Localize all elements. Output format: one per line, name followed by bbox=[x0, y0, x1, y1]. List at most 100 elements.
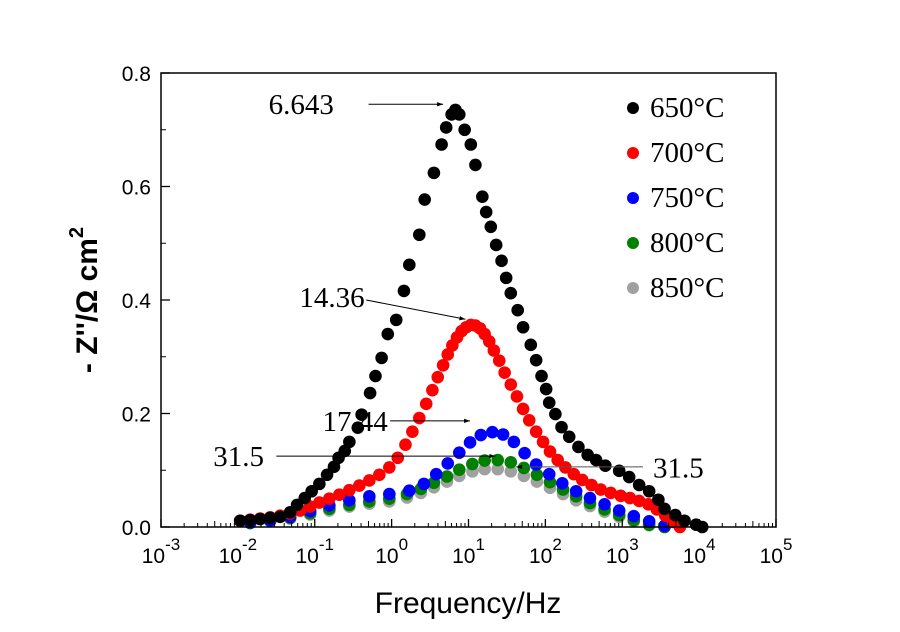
data-point bbox=[355, 408, 368, 421]
data-point bbox=[479, 205, 493, 219]
data-point bbox=[555, 420, 568, 434]
x-tick-label: 105 bbox=[760, 535, 793, 568]
data-point bbox=[555, 477, 569, 490]
data-point bbox=[668, 508, 682, 522]
series-650C bbox=[233, 103, 709, 534]
data-point bbox=[439, 121, 453, 134]
data-point bbox=[458, 123, 471, 137]
x-axis: 10-3 10-2 10-1 100 101 102 103 104 105 bbox=[142, 519, 793, 568]
data-point bbox=[562, 430, 576, 444]
annotation-14-36: 14.36 bbox=[299, 282, 466, 321]
y-tick-label: 0.0 bbox=[122, 517, 151, 540]
data-point bbox=[542, 467, 556, 481]
data-point bbox=[583, 491, 597, 505]
data-point bbox=[452, 463, 466, 476]
data-point bbox=[504, 286, 518, 300]
x-tick-label: 10-1 bbox=[296, 535, 334, 568]
data-point bbox=[642, 515, 656, 528]
data-point bbox=[569, 484, 583, 498]
data-point bbox=[413, 411, 426, 425]
data-point bbox=[369, 369, 382, 383]
data-point bbox=[491, 462, 505, 476]
data-point bbox=[441, 457, 455, 470]
data-point bbox=[313, 496, 326, 509]
data-point bbox=[373, 468, 386, 482]
data-point bbox=[492, 354, 506, 368]
data-point bbox=[516, 320, 530, 334]
legend-label: 650°C bbox=[650, 92, 724, 124]
data-point bbox=[589, 453, 603, 467]
data-point bbox=[464, 138, 478, 151]
data-point bbox=[403, 258, 416, 272]
data-point bbox=[469, 158, 482, 172]
data-point bbox=[466, 457, 479, 471]
annotation-label: 17.44 bbox=[322, 406, 388, 438]
data-point bbox=[530, 468, 544, 482]
data-point bbox=[353, 479, 366, 492]
data-point bbox=[642, 484, 656, 498]
legend-marker bbox=[627, 282, 639, 294]
data-point bbox=[375, 351, 388, 365]
data-point bbox=[504, 465, 518, 478]
data-point bbox=[517, 461, 531, 475]
data-point bbox=[253, 512, 267, 526]
legend-marker bbox=[627, 192, 639, 204]
data-point bbox=[495, 254, 508, 268]
data-point bbox=[429, 467, 443, 481]
annotation-label: 31.5 bbox=[213, 441, 264, 473]
data-point bbox=[542, 396, 556, 410]
data-point bbox=[313, 477, 326, 491]
data-point bbox=[599, 459, 612, 473]
annotation-label: 31.5 bbox=[653, 452, 704, 484]
data-point bbox=[594, 483, 608, 496]
data-point bbox=[529, 458, 543, 471]
data-point bbox=[543, 445, 557, 458]
data-point bbox=[572, 440, 585, 454]
data-point bbox=[529, 425, 543, 438]
data-point bbox=[435, 138, 448, 151]
data-point bbox=[516, 402, 530, 416]
data-point bbox=[452, 446, 466, 459]
data-point bbox=[549, 407, 562, 421]
data-point bbox=[406, 425, 419, 438]
data-point bbox=[383, 461, 396, 474]
data-point bbox=[323, 492, 336, 505]
data-point bbox=[489, 238, 503, 252]
data-point bbox=[452, 108, 466, 121]
data-point bbox=[399, 438, 412, 452]
data-point bbox=[539, 382, 553, 396]
legend-marker bbox=[627, 102, 639, 114]
data-point bbox=[263, 511, 277, 525]
data-point bbox=[363, 490, 376, 503]
data-point bbox=[627, 509, 641, 523]
data-point bbox=[391, 451, 405, 465]
annotation-label: 6.643 bbox=[269, 89, 334, 121]
data-point bbox=[233, 514, 247, 528]
legend-label: 800°C bbox=[650, 227, 724, 259]
data-point bbox=[498, 366, 511, 379]
x-axis-title: Frequency/Hz bbox=[375, 587, 562, 620]
data-point bbox=[413, 228, 426, 242]
y-axis: 0.0 0.2 0.4 0.6 0.8 bbox=[122, 63, 170, 540]
x-tick-label: 10-2 bbox=[219, 535, 257, 568]
legend-label: 700°C bbox=[650, 137, 724, 169]
data-point bbox=[511, 303, 524, 317]
y-tick-label: 0.8 bbox=[122, 63, 151, 86]
data-point bbox=[474, 428, 488, 442]
series-layer bbox=[233, 103, 709, 534]
data-point bbox=[333, 488, 346, 501]
data-point bbox=[612, 464, 626, 478]
data-point bbox=[632, 478, 646, 492]
data-point bbox=[343, 494, 356, 507]
data-point bbox=[622, 470, 636, 484]
data-point bbox=[598, 498, 611, 511]
x-tick-label: 103 bbox=[606, 535, 639, 568]
y-axis-title-sup: 2 bbox=[66, 227, 88, 238]
data-point bbox=[604, 486, 618, 500]
data-point bbox=[381, 327, 395, 341]
data-point bbox=[343, 483, 356, 497]
data-point bbox=[426, 383, 439, 397]
data-point bbox=[243, 513, 257, 527]
data-point bbox=[440, 470, 454, 483]
data-point bbox=[524, 338, 538, 352]
